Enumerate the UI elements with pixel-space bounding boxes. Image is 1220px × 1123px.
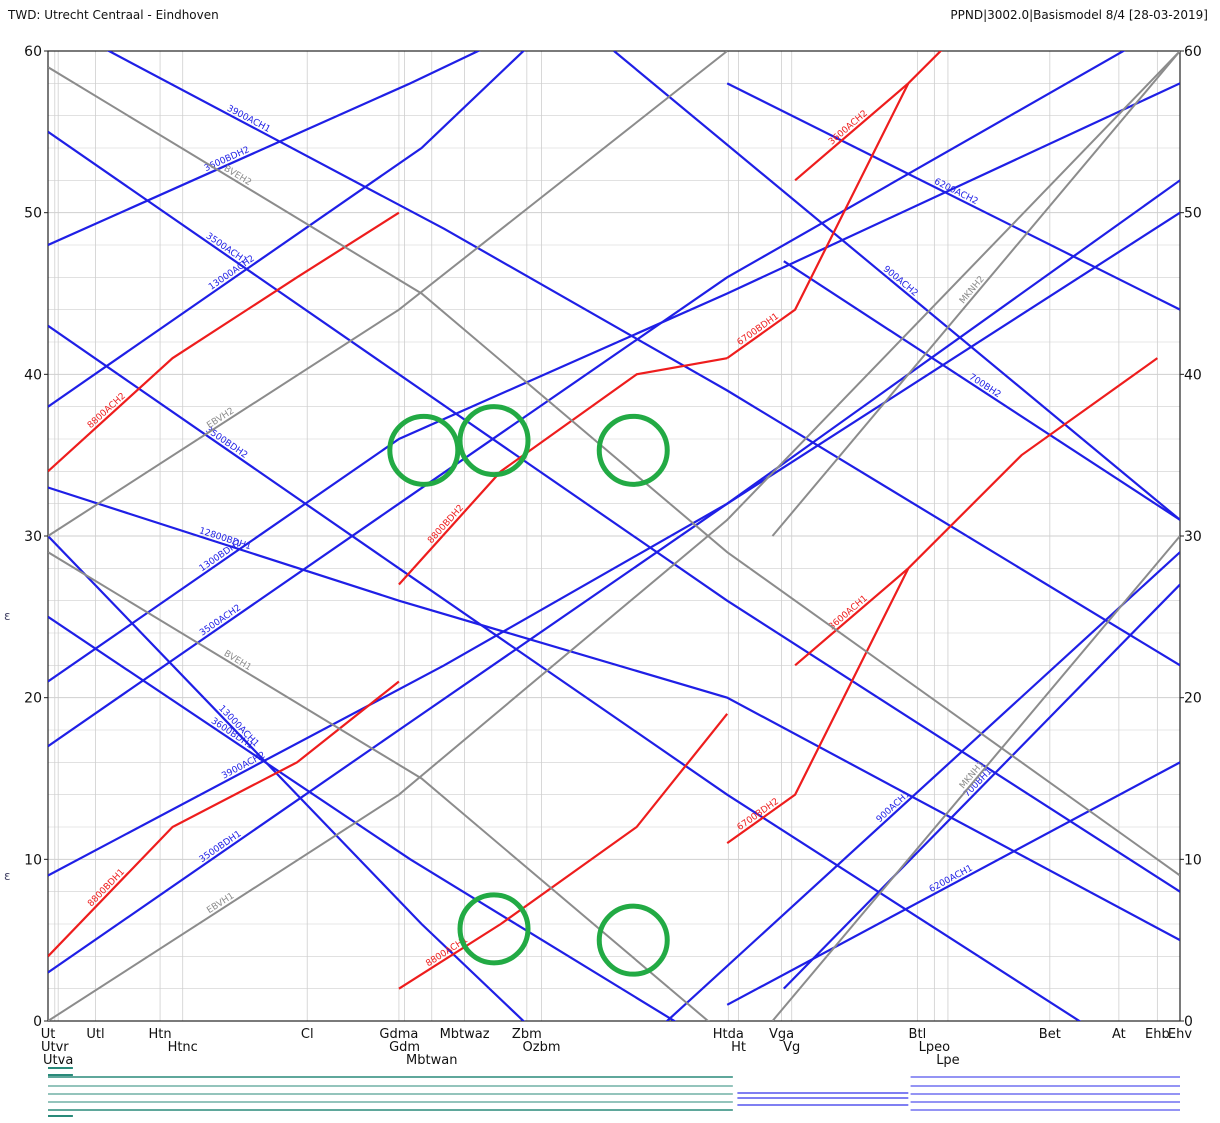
left-edge-marker: ε bbox=[4, 609, 11, 623]
station-label: Lpe bbox=[936, 1053, 960, 1068]
station-label: Vg bbox=[783, 1040, 800, 1055]
y-tick-label-left: 40 bbox=[24, 367, 42, 383]
train-path bbox=[783, 583, 1180, 990]
train-path bbox=[726, 761, 1180, 1006]
y-tick-label-right: 40 bbox=[1184, 367, 1202, 383]
train-path bbox=[48, 51, 1180, 1021]
train-path bbox=[726, 82, 1180, 311]
train-path bbox=[48, 51, 526, 408]
train-path-label: 3600ACH2 bbox=[827, 109, 870, 148]
train-path bbox=[726, 567, 910, 845]
train-paths: 3500BDH13500BDH23500ACH13500ACH23900ACH1… bbox=[48, 51, 1180, 1021]
highlight-circle bbox=[596, 903, 670, 977]
train-path bbox=[48, 324, 1082, 1021]
y-tick-label-left: 20 bbox=[24, 691, 42, 707]
y-tick-label-left: 10 bbox=[24, 852, 42, 868]
train-path bbox=[48, 211, 400, 473]
train-path-label: 8800BDH2 bbox=[426, 503, 466, 546]
left-edge-marker: ε bbox=[4, 869, 11, 883]
highlight-circle bbox=[387, 413, 461, 487]
train-path bbox=[48, 179, 1180, 877]
station-label: Htnc bbox=[168, 1040, 198, 1055]
train-path-label: 8800BDH1 bbox=[86, 867, 127, 909]
train-path bbox=[48, 130, 1180, 893]
train-path bbox=[48, 51, 481, 247]
train-path-label: 8800ACH2 bbox=[86, 391, 128, 430]
train-path bbox=[106, 51, 1180, 667]
train-path-label: 6700BDH2 bbox=[736, 797, 781, 833]
station-label: Mbtwan bbox=[406, 1053, 457, 1068]
train-path bbox=[794, 357, 1158, 667]
train-path bbox=[771, 535, 1180, 1021]
station-label: Utvr bbox=[41, 1040, 69, 1055]
y-tick-label-left: 60 bbox=[24, 44, 42, 60]
station-label: Vga bbox=[769, 1027, 794, 1042]
station-label: Ut bbox=[41, 1027, 56, 1042]
train-path bbox=[48, 486, 1180, 942]
train-path-label: MKNH2 bbox=[958, 274, 987, 306]
train-path bbox=[771, 51, 1180, 537]
station-label: Gdm bbox=[389, 1040, 420, 1055]
highlight-circle bbox=[457, 404, 531, 478]
train-path bbox=[48, 82, 1180, 683]
station-label: At bbox=[1112, 1027, 1126, 1042]
train-path-label: 900ACH2 bbox=[881, 264, 920, 298]
train-path bbox=[398, 713, 729, 990]
highlight-circle bbox=[457, 892, 531, 966]
train-path bbox=[783, 260, 1180, 521]
train-path bbox=[48, 66, 1180, 877]
station-label: Htn bbox=[149, 1027, 172, 1042]
station-label: Ht bbox=[731, 1040, 746, 1055]
station-label: Zbm bbox=[512, 1027, 542, 1042]
station-label: Mbtwaz bbox=[440, 1027, 490, 1042]
train-path bbox=[48, 535, 526, 1021]
y-tick-label-left: 30 bbox=[24, 529, 42, 545]
y-tick-label-right: 20 bbox=[1184, 691, 1202, 707]
train-path-label: 3600ACH1 bbox=[827, 594, 870, 633]
y-tick-label-left: 0 bbox=[33, 1014, 42, 1030]
station-label: Ehv bbox=[1168, 1027, 1192, 1042]
station-label: Utl bbox=[86, 1027, 104, 1042]
station-label: Gdma bbox=[379, 1027, 418, 1042]
y-tick-label-right: 30 bbox=[1184, 529, 1202, 545]
station-label: Lpeo bbox=[919, 1040, 950, 1055]
train-path-label: 6200ACH1 bbox=[928, 864, 975, 895]
station-label: Ozbm bbox=[523, 1040, 561, 1055]
y-tick-label-right: 10 bbox=[1184, 852, 1202, 868]
highlight-circle bbox=[596, 413, 670, 487]
station-label: Btl bbox=[909, 1027, 927, 1042]
station-label: Cl bbox=[301, 1027, 314, 1042]
train-path bbox=[613, 51, 1180, 521]
station-label: Htda bbox=[713, 1027, 744, 1042]
station-label: Utva bbox=[43, 1053, 73, 1068]
train-path-label: 3900ACH1 bbox=[225, 104, 272, 135]
chart-title-left: TWD: Utrecht Centraal - Eindhoven bbox=[8, 8, 219, 22]
train-path bbox=[48, 680, 400, 958]
train-path bbox=[48, 211, 1180, 974]
train-path bbox=[665, 551, 1180, 1021]
train-path-label: 6700BDH1 bbox=[736, 312, 781, 348]
train-path bbox=[48, 51, 1126, 748]
station-label: Bet bbox=[1039, 1027, 1061, 1042]
train-path bbox=[48, 551, 710, 1021]
train-path bbox=[794, 51, 943, 182]
train-path bbox=[48, 51, 728, 537]
train-path bbox=[726, 82, 910, 360]
train-path bbox=[398, 357, 728, 586]
train-path-label: 700BH2 bbox=[967, 372, 1003, 400]
chart-title-right: PPND|3002.0|Basismodel 8/4 [28-03-2019] bbox=[950, 8, 1208, 22]
y-tick-label-right: 60 bbox=[1184, 44, 1202, 60]
y-tick-label-left: 50 bbox=[24, 206, 42, 222]
y-tick-label-right: 0 bbox=[1184, 1014, 1193, 1030]
y-tick-label-right: 50 bbox=[1184, 206, 1202, 222]
train-path bbox=[48, 615, 677, 1021]
station-label: Ehb bbox=[1145, 1027, 1170, 1042]
train-path-label: 6200ACH2 bbox=[932, 177, 979, 207]
